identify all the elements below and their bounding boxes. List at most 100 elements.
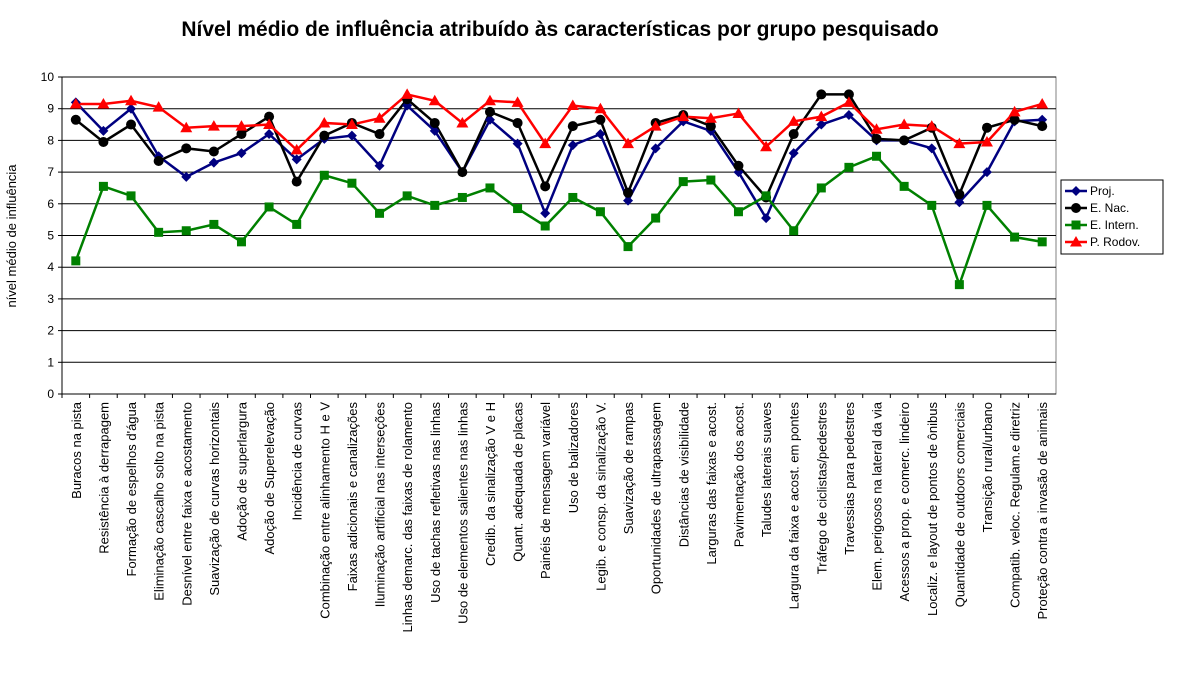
- marker: [429, 117, 440, 128]
- marker: [706, 175, 716, 185]
- marker: [511, 96, 524, 107]
- marker: [872, 151, 882, 161]
- marker: [760, 140, 773, 152]
- marker: [1037, 121, 1048, 132]
- marker: [374, 129, 385, 140]
- marker: [457, 192, 467, 202]
- marker: [816, 119, 827, 130]
- marker: [1009, 114, 1020, 125]
- marker: [209, 219, 219, 229]
- marker: [208, 146, 219, 157]
- marker: [97, 97, 110, 109]
- marker: [69, 97, 82, 109]
- legend-marker: [1071, 186, 1081, 196]
- marker: [484, 106, 495, 117]
- marker: [761, 191, 771, 201]
- marker: [236, 237, 246, 247]
- marker: [816, 89, 827, 100]
- marker: [623, 187, 634, 198]
- marker: [843, 110, 854, 121]
- marker: [264, 111, 275, 122]
- y-tick-label: 4: [47, 260, 54, 274]
- marker: [540, 181, 551, 192]
- y-tick-label: 8: [47, 133, 54, 147]
- marker: [208, 157, 219, 168]
- marker: [1008, 105, 1021, 117]
- marker: [815, 110, 828, 122]
- x-tick-label: Taludes laterais suaves: [759, 402, 774, 538]
- marker: [761, 213, 772, 224]
- marker: [264, 202, 274, 212]
- marker: [732, 107, 745, 118]
- marker: [651, 213, 661, 223]
- marker: [566, 99, 579, 111]
- marker: [899, 135, 910, 146]
- legend-label: E. Nac.: [1090, 201, 1129, 215]
- x-tick-label: Suavização de rampas: [621, 402, 636, 535]
- x-tick-label: Uso de tachas refletivas nas linhas: [428, 402, 443, 603]
- marker: [788, 148, 799, 159]
- legend-marker: [1071, 220, 1081, 230]
- marker: [842, 96, 855, 107]
- marker: [927, 200, 937, 210]
- marker: [595, 207, 605, 217]
- marker: [373, 112, 386, 123]
- marker: [787, 115, 800, 126]
- x-tick-label: Larguras das faixas e acost.: [704, 402, 719, 565]
- legend-label: P. Rodov.: [1090, 235, 1140, 249]
- marker: [953, 137, 966, 149]
- x-tick-label: Eliminação cascalho solto na pista: [152, 401, 167, 600]
- marker: [788, 129, 799, 140]
- marker: [539, 137, 552, 149]
- legend-label: Proj.: [1090, 184, 1115, 198]
- marker: [870, 123, 883, 134]
- x-tick-label: Desnível entre faixa e acostamento: [179, 402, 194, 606]
- marker: [235, 120, 248, 131]
- marker: [153, 156, 164, 167]
- marker: [181, 171, 192, 182]
- marker: [483, 94, 496, 106]
- marker: [98, 136, 109, 147]
- x-tick-label: Pavimentação dos acost.: [731, 402, 746, 547]
- marker: [623, 195, 634, 206]
- marker: [623, 242, 633, 252]
- marker: [263, 118, 276, 130]
- marker: [512, 138, 523, 149]
- marker: [126, 191, 136, 201]
- y-axis-label: nível médio de influência: [4, 164, 19, 308]
- marker: [540, 221, 550, 231]
- x-tick-label: Legib. e consp. da sinalização V.: [593, 402, 608, 591]
- marker: [925, 120, 938, 131]
- x-tick-label: Tráfego de ciclistas/pedestres: [814, 402, 829, 575]
- marker: [843, 89, 854, 100]
- marker: [704, 112, 717, 123]
- marker: [705, 121, 716, 132]
- x-tick-label: Localiz. e layout de pontos de ônibus: [925, 402, 940, 616]
- x-tick-label: Compatib. veloc. Regulam.e diretriz: [1008, 402, 1023, 608]
- marker: [926, 143, 937, 154]
- marker: [374, 160, 385, 171]
- marker: [318, 116, 331, 128]
- x-tick-label: Combinação entre alinhamento H e V: [317, 402, 332, 619]
- marker: [980, 135, 993, 147]
- marker: [430, 200, 440, 210]
- marker: [152, 101, 165, 112]
- marker: [71, 256, 81, 266]
- marker: [733, 160, 744, 171]
- x-tick-label: Uso de balizadores: [566, 402, 581, 514]
- y-tick-label: 2: [47, 324, 54, 338]
- x-tick-label: Travessias para pedestres: [842, 402, 857, 555]
- marker: [98, 181, 108, 191]
- marker: [595, 129, 606, 140]
- marker: [292, 219, 302, 229]
- y-tick-label: 5: [47, 229, 54, 243]
- marker: [1037, 237, 1047, 247]
- marker: [291, 154, 302, 165]
- marker: [485, 183, 495, 193]
- marker: [678, 177, 688, 187]
- x-tick-label: Painéis de mensagem variável: [538, 402, 553, 579]
- marker: [401, 88, 414, 99]
- x-tick-label: Formação de espelhos d'água: [124, 401, 139, 576]
- y-tick-label: 3: [47, 292, 54, 306]
- x-tick-label: Proteção contra a invasão de animais: [1035, 402, 1050, 620]
